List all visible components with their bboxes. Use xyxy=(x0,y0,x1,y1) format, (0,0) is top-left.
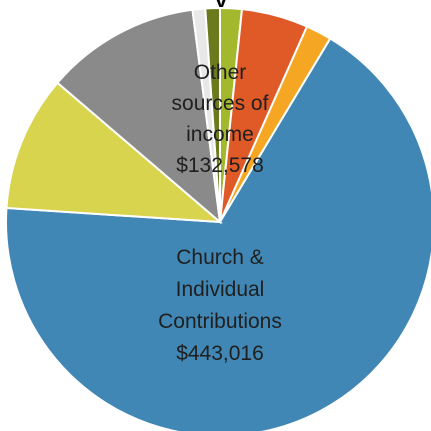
pie-labels: Other sources of income $132,578 Church … xyxy=(158,61,282,365)
pie-slice-7 xyxy=(204,6,221,223)
label-church-line-3: Contributions xyxy=(158,310,282,333)
label-other-line-2: sources of xyxy=(172,92,269,115)
label-other-line-1: Other xyxy=(194,61,247,84)
label-other-line-4: $132,578 xyxy=(176,154,264,177)
label-church-line-2: Individual xyxy=(176,278,265,301)
label-church-line-1: Church & xyxy=(176,246,264,269)
label-church-line-4: $443,016 xyxy=(176,342,264,365)
label-other-line-3: income xyxy=(186,123,254,146)
pie-slices xyxy=(5,6,431,431)
pie-slice-5 xyxy=(56,8,222,225)
pie-slice-3 xyxy=(5,37,431,431)
pie-slice-4 xyxy=(5,81,223,224)
